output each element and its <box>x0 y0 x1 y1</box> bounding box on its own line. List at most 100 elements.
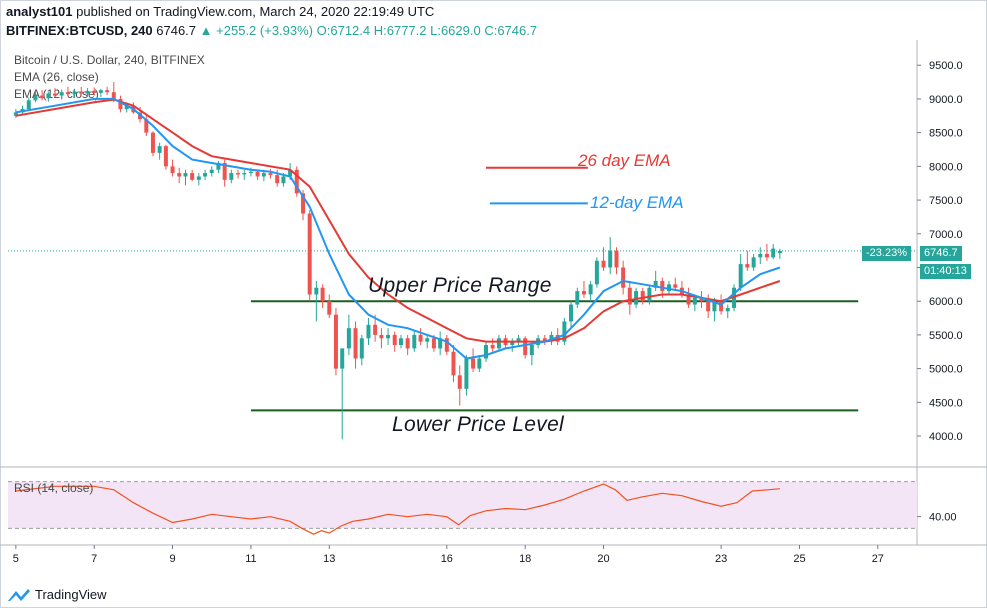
rsi-legend: RSI (14, close) <box>14 481 94 495</box>
axes: 9500.09000.08500.08000.07500.07000.06500… <box>13 60 963 565</box>
candle-body <box>484 345 489 359</box>
candle-body <box>124 105 129 110</box>
candle-body <box>562 321 567 342</box>
candle-body <box>261 173 266 177</box>
candle-body <box>601 260 606 268</box>
candle-body <box>614 250 619 268</box>
rsi-line <box>15 483 780 535</box>
candle-body <box>719 301 724 312</box>
candle-body <box>301 193 306 214</box>
candle-body <box>425 338 430 342</box>
candle-body <box>275 175 280 184</box>
candle-body <box>660 280 665 292</box>
candle-body <box>386 334 391 339</box>
candle-body <box>457 375 462 389</box>
upper-range-label: Upper Price Range <box>368 274 552 297</box>
candle-body <box>314 287 319 295</box>
ema26-legend: EMA (26, close) <box>14 70 99 84</box>
candle-body <box>712 301 717 312</box>
x-tick-label: 13 <box>323 553 335 565</box>
candle-body <box>764 254 769 258</box>
percent-tag: -23.23% <box>862 246 911 261</box>
candle-body <box>72 91 77 95</box>
candle-body <box>170 166 175 174</box>
candle-body <box>13 112 18 116</box>
candle-body <box>248 171 253 174</box>
annotation-legend-lines <box>486 166 588 205</box>
header-line-1: analyst101 published on TradingView.com,… <box>6 4 434 19</box>
up-triangle-icon: ▲ <box>199 23 213 38</box>
candle-body <box>294 169 299 194</box>
y-tick-label: 5000.0 <box>929 364 963 376</box>
candle-body <box>575 291 580 305</box>
candle-body <box>751 257 756 268</box>
candle-body <box>157 146 162 153</box>
candle-body <box>40 95 45 99</box>
ema12-line <box>15 97 781 360</box>
candle-body <box>144 119 149 133</box>
candle-body <box>569 304 574 322</box>
candle-body <box>333 314 338 369</box>
ema26-annotation: 26 day EMA <box>578 151 671 170</box>
candle-body <box>444 338 449 352</box>
candle-body <box>666 284 671 292</box>
candle-body <box>209 169 214 174</box>
candle-body <box>725 307 730 312</box>
candle-body <box>340 348 345 369</box>
price-levels <box>250 300 859 412</box>
candle-body <box>255 171 260 177</box>
candle-body <box>438 338 443 349</box>
tradingview-brand[interactable]: TradingView <box>8 587 107 602</box>
candle-body <box>268 173 273 176</box>
candle-body <box>418 334 423 342</box>
candle-body <box>288 169 293 177</box>
candle-body <box>634 291 639 305</box>
candle-body <box>771 248 776 258</box>
candle-body <box>686 294 691 305</box>
candle-body <box>346 328 351 349</box>
candle-body <box>758 254 763 258</box>
candle-body <box>738 264 743 288</box>
candle-body <box>745 264 750 268</box>
candle-body <box>85 90 90 94</box>
lower-level-label: Lower Price Level <box>392 413 565 436</box>
candle-body <box>477 358 482 369</box>
candle-body <box>105 90 110 93</box>
candle-body <box>621 267 626 288</box>
last-price: 6746.7 <box>156 23 197 38</box>
candle-body <box>529 345 534 356</box>
last-price-tag: 6746.7 <box>920 246 962 261</box>
candle-body <box>451 351 456 376</box>
candle-body <box>235 173 240 175</box>
y-tick-label: 6000.0 <box>929 296 963 308</box>
candle-body <box>405 338 410 349</box>
candle-body <box>555 334 560 342</box>
candle-body <box>53 93 58 96</box>
ema26-line <box>15 98 781 343</box>
author[interactable]: analyst101 <box>6 4 73 19</box>
pair-legend: Bitcoin / U.S. Dollar, 240, BITFINEX <box>14 53 205 67</box>
candle-body <box>222 162 227 180</box>
ohlc: O:6712.4 H:6777.2 L:6629.0 C:6746.7 <box>316 23 538 38</box>
candle-body <box>464 358 469 389</box>
countdown-tag: 01:40:13 <box>920 264 971 279</box>
y-tick-label: 5500.0 <box>929 330 963 342</box>
candle-body <box>412 334 417 349</box>
candle-body <box>510 341 515 346</box>
candles <box>13 82 782 440</box>
y-tick-label: 9000.0 <box>929 94 963 106</box>
y-tick-label: 8500.0 <box>929 128 963 140</box>
candle-body <box>431 338 436 349</box>
candle-body <box>692 297 697 305</box>
candle-body <box>673 284 678 288</box>
header-line-2: BITFINEX:BTCUSD, 240 6746.7 ▲ +255.2 (+3… <box>6 23 537 38</box>
candle-body <box>588 284 593 295</box>
candle-body <box>177 173 182 177</box>
candle-body <box>353 328 358 359</box>
x-tick-label: 18 <box>519 553 531 565</box>
candle-body <box>398 338 403 346</box>
candle-body <box>471 358 476 369</box>
candle-body <box>65 92 70 95</box>
candle-body <box>46 93 51 99</box>
